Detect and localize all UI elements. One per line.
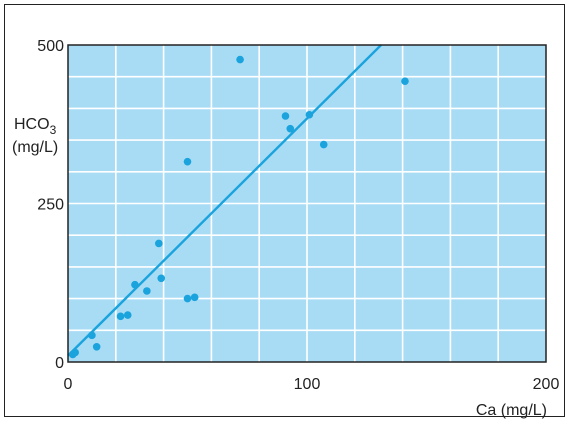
x-tick-label: 0 bbox=[64, 376, 73, 393]
y-axis-title: HCO3 bbox=[14, 116, 57, 137]
trend-line-group bbox=[67, 44, 382, 357]
data-point bbox=[281, 112, 290, 120]
data-point bbox=[143, 287, 151, 295]
data-point bbox=[131, 280, 139, 289]
data-point bbox=[401, 77, 409, 85]
tick-labels: 0 100 200 0 250 500 bbox=[37, 38, 559, 393]
data-point bbox=[157, 274, 166, 283]
x-tick-label: 100 bbox=[294, 376, 321, 393]
data-point bbox=[286, 124, 295, 133]
y-axis-title-main: HCO bbox=[14, 116, 50, 133]
data-point bbox=[155, 239, 163, 248]
plot-border bbox=[67, 44, 547, 363]
y-axis-title-subscript: 3 bbox=[50, 123, 57, 137]
trend-line bbox=[67, 44, 382, 357]
data-point bbox=[319, 140, 328, 149]
data-points bbox=[68, 55, 409, 359]
data-point bbox=[123, 311, 132, 319]
y-tick-label: 250 bbox=[37, 197, 64, 214]
grid-lines bbox=[68, 45, 546, 362]
y-tick-label: 500 bbox=[37, 38, 64, 55]
data-point bbox=[183, 294, 192, 303]
data-point bbox=[190, 293, 199, 302]
data-point bbox=[236, 55, 244, 64]
data-point bbox=[305, 110, 314, 119]
data-point bbox=[71, 348, 79, 357]
x-axis-title: Ca (mg/L) bbox=[476, 402, 547, 419]
data-point bbox=[116, 312, 125, 321]
x-tick-label: 200 bbox=[533, 376, 560, 393]
data-point bbox=[92, 342, 101, 351]
y-axis-unit: (mg/L) bbox=[12, 139, 58, 156]
data-point bbox=[88, 331, 96, 340]
y-tick-label: 0 bbox=[55, 355, 64, 372]
data-point bbox=[183, 157, 192, 166]
